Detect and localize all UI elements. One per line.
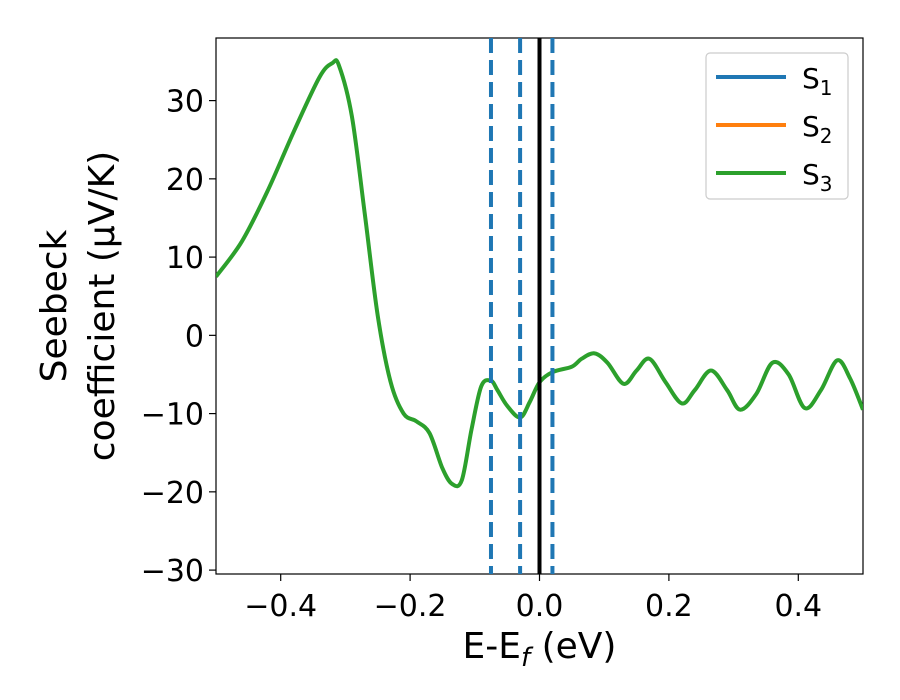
y-tick-label: 10 [166, 241, 204, 276]
y-axis-title-line2: coefficient (μV/K) [82, 151, 123, 461]
x-tick-label: 0.2 [645, 589, 693, 624]
axes: −0.4 −0.2 0.0 0.2 0.4 −30 −20 −10 0 10 20 30 E-Ef (e… [34, 37, 864, 673]
plot-area [216, 38, 863, 574]
legend-label-S2: S2 [802, 110, 833, 148]
x-axis-title: E-Ef (eV) [463, 626, 617, 673]
x-tick-label: 0.0 [516, 589, 564, 624]
y-tick-label: 30 [166, 85, 204, 120]
series-line-S3 [216, 58, 863, 489]
x-tick-label: 0.4 [774, 589, 822, 624]
x-tick-label: −0.4 [244, 589, 317, 624]
legend-label-S1: S1 [802, 62, 833, 100]
legend-label-S3: S3 [802, 158, 833, 196]
y-tick-label: 0 [185, 319, 204, 354]
x-tick-label: −0.2 [374, 589, 447, 624]
legend: S1 S2 S3 [705, 52, 849, 200]
y-tick-label: −30 [141, 554, 204, 589]
y-tick-label: −10 [141, 398, 204, 433]
y-axis-title-line1: Seebeck [34, 229, 75, 382]
y-tick-label: −20 [141, 476, 204, 511]
y-tick-label: 20 [166, 163, 204, 198]
